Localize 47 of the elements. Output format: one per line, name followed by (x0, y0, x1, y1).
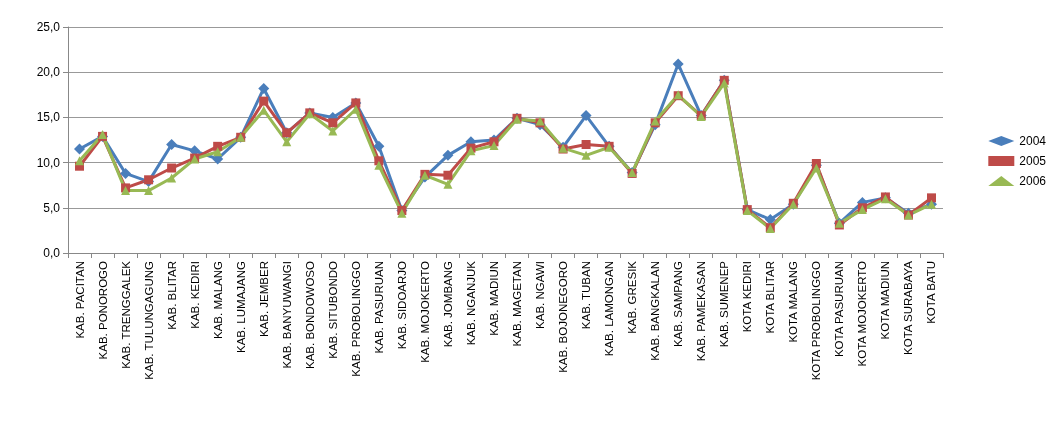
x-tick-label: KAB. BLITAR (165, 261, 178, 330)
x-tick-label: KAB. SUMENEP (718, 260, 731, 348)
x-tick-label: KAB. SIDOARJO (395, 260, 408, 350)
x-tick-label: KAB. TRENGGALEK (119, 260, 132, 369)
x-tick-label: KAB. MAGETAN (511, 261, 524, 347)
x-tick-label: KAB. KEDIRI (188, 261, 201, 329)
y-tick-label: 15,0 (36, 110, 61, 125)
legend-label: 2005 (1019, 154, 1047, 168)
x-tick-label: KAB. LAMONGAN (603, 261, 616, 357)
x-tick-label: KAB. LUMAJANG (234, 260, 247, 354)
x-tick-label: KOTA MALANG (787, 260, 800, 343)
x-tick-label: KAB. NGANJUK (464, 260, 477, 346)
x-tick-label: KOTA PROBOLINGGO (810, 260, 823, 381)
x-tick-label: KAB. BOJONEGORO (557, 260, 570, 373)
x-tick-label: KAB. JOMBANG (441, 260, 454, 348)
x-tick-label: KAB. MOJOKERTO (418, 260, 431, 363)
x-tick-label: KOTA PASURUAN (833, 261, 846, 358)
x-tick-label: KOTA BLITAR (764, 261, 777, 334)
y-tick-label: 5,0 (43, 200, 61, 215)
x-tick-label: KAB. JEMBER (257, 261, 270, 338)
x-tick-label: KOTA MOJOKERTO (856, 260, 869, 367)
x-tick-label: KAB. BANYUWANGI (280, 261, 293, 369)
x-tick-label: KAB. MADIUN (487, 261, 500, 336)
y-tick-label: 25,0 (36, 20, 61, 34)
x-tick-label: KAB. PASURUAN (372, 261, 385, 354)
x-tick-label: KOTA KEDIRI (741, 261, 754, 333)
x-tick-label: KAB. GRESIK (626, 260, 639, 334)
x-tick-label: KAB. PAMEKASAN (695, 261, 708, 362)
y-tick-label: 10,0 (36, 155, 61, 170)
x-tick-label: KAB. TUBAN (580, 261, 593, 330)
x-tick-label: KOTA SURABAYA (902, 260, 915, 355)
x-tick-label: KAB. MALANG (211, 260, 224, 339)
x-tick-label: KAB. SITUBONDO (326, 260, 339, 359)
x-tick-label: KAB. PACITAN (73, 261, 86, 339)
y-tick-label: 20,0 (36, 65, 61, 80)
x-tick-label: KAB. NGAWI (534, 261, 547, 329)
x-tick-label: KOTA BATU (925, 261, 938, 324)
legend-label: 2004 (1019, 134, 1047, 148)
y-tick-label: 0,0 (43, 246, 61, 260)
x-tick-label: KAB. PROBOLINGGO (349, 260, 362, 377)
x-tick-label: KAB. BONDOWOSO (303, 260, 316, 369)
legend-label: 2006 (1019, 174, 1047, 188)
x-tick-label: KAB. TULUNGAGUNG (142, 260, 155, 380)
x-tick-label: KAB. PONOROGO (96, 260, 109, 360)
x-tick-label: KOTA MADIUN (879, 261, 892, 340)
x-tick-label: KAB. SAMPANG (672, 260, 685, 348)
x-tick-label: KAB. BANGKALAN (649, 261, 662, 361)
